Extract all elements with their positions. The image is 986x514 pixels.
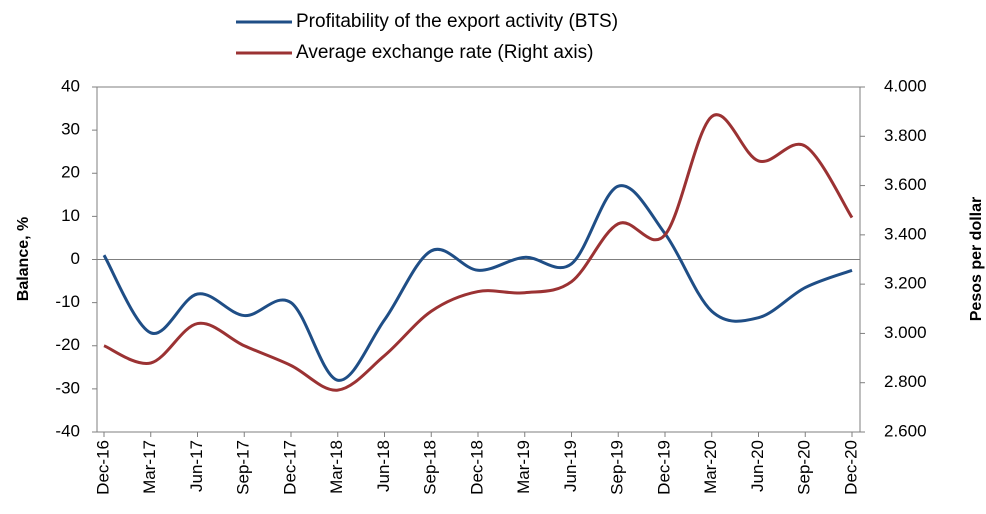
x-tick-label: Dec-20 [841,440,860,495]
x-tick-label: Mar-20 [701,440,720,494]
y-tick-label: 0 [71,249,80,268]
x-tick-label: Jun-17 [187,440,206,492]
x-tick-label: Dec-16 [93,440,112,495]
y2-tick-label: 3.200 [884,274,927,293]
x-tick-label: Dec-19 [654,440,673,495]
x-tick-label: Jun-19 [561,440,580,492]
x-tick-label: Sep-18 [421,440,440,495]
y-tick-label: -30 [55,378,80,397]
y-tick-label: -10 [55,292,80,311]
x-tick-label: Dec-18 [467,440,486,495]
y2-axis-title: Pesos per dollar [968,197,985,322]
x-tick-label: Mar-17 [140,440,159,494]
x-tick-label: Dec-17 [280,440,299,495]
y-tick-label: 40 [61,76,80,95]
y2-tick-label: 2.800 [884,372,927,391]
y-axis-title: Balance, % [15,217,32,301]
y2-tick-label: 4.000 [884,76,927,95]
y2-tick-label: 2.600 [884,421,927,440]
x-tick-label: Jun-20 [748,440,767,492]
y2-tick-label: 3.600 [884,175,927,194]
y-tick-label: 10 [61,206,80,225]
y2-tick-label: 3.000 [884,323,927,342]
y-tick-label: -40 [55,421,80,440]
series-line [103,113,854,392]
y2-tick-label: 3.800 [884,126,927,145]
legend-label: Average exchange rate (Right axis) [296,42,593,63]
legend-label: Profitability of the export activity (BT… [296,11,618,32]
x-tick-label: Mar-19 [514,440,533,494]
series-line [102,184,853,382]
x-tick-label: Mar-18 [327,440,346,494]
x-tick-label: Sep-19 [608,440,627,495]
x-tick-label: Sep-20 [795,440,814,495]
y-tick-label: -20 [55,335,80,354]
y-tick-label: 30 [61,120,80,139]
x-tick-label: Jun-18 [374,440,393,492]
x-tick-label: Sep-17 [234,440,253,495]
y-tick-label: 20 [61,163,80,182]
y2-tick-label: 3.400 [884,224,927,243]
